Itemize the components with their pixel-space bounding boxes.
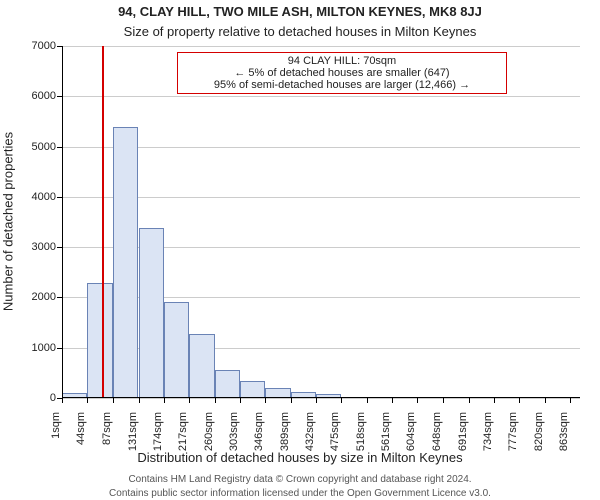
y-axis-line bbox=[62, 46, 63, 398]
xtick-mark bbox=[265, 398, 266, 403]
xtick-mark bbox=[367, 398, 368, 403]
xtick-mark bbox=[215, 398, 216, 403]
ytick-label: 0 bbox=[20, 392, 56, 404]
ytick-mark bbox=[57, 96, 62, 97]
ytick-label: 5000 bbox=[20, 141, 56, 153]
xtick-mark bbox=[443, 398, 444, 403]
histogram-bar bbox=[189, 334, 214, 398]
xtick-label: 648sqm bbox=[431, 412, 443, 452]
xtick-mark bbox=[316, 398, 317, 403]
histogram-bar bbox=[87, 283, 112, 398]
annotation-line: 94 CLAY HILL: 70sqm bbox=[182, 55, 502, 67]
xtick-label: 475sqm bbox=[329, 412, 341, 452]
xtick-label: 691sqm bbox=[457, 412, 469, 452]
reference-line bbox=[102, 46, 104, 398]
xtick-mark bbox=[417, 398, 418, 403]
ytick-mark bbox=[57, 147, 62, 148]
xtick-mark bbox=[469, 398, 470, 403]
gridline bbox=[62, 398, 580, 399]
ytick-mark bbox=[57, 297, 62, 298]
xtick-label: 217sqm bbox=[177, 412, 189, 452]
xtick-mark bbox=[341, 398, 342, 403]
xtick-label: 820sqm bbox=[533, 412, 545, 452]
xtick-mark bbox=[164, 398, 165, 403]
xtick-label: 604sqm bbox=[405, 412, 417, 452]
histogram-bar bbox=[113, 127, 138, 398]
plot-area: 94 CLAY HILL: 70sqm← 5% of detached hous… bbox=[62, 46, 580, 398]
ytick-label: 7000 bbox=[20, 40, 56, 52]
ytick-label: 4000 bbox=[20, 191, 56, 203]
xtick-label: 518sqm bbox=[355, 412, 367, 452]
xtick-mark bbox=[62, 398, 63, 403]
ytick-mark bbox=[57, 247, 62, 248]
ytick-label: 1000 bbox=[20, 342, 56, 354]
ytick-mark bbox=[57, 348, 62, 349]
xtick-mark bbox=[519, 398, 520, 403]
xtick-mark bbox=[291, 398, 292, 403]
title-sub: Size of property relative to detached ho… bbox=[0, 24, 600, 39]
histogram-bar bbox=[215, 370, 240, 398]
xtick-label: 432sqm bbox=[304, 412, 316, 452]
ytick-mark bbox=[57, 197, 62, 198]
xtick-label: 777sqm bbox=[507, 412, 519, 452]
xtick-mark bbox=[494, 398, 495, 403]
footer-line-1: Contains HM Land Registry data © Crown c… bbox=[0, 474, 600, 485]
ytick-label: 6000 bbox=[20, 90, 56, 102]
xtick-mark bbox=[545, 398, 546, 403]
xtick-mark bbox=[139, 398, 140, 403]
xtick-mark bbox=[189, 398, 190, 403]
figure: 94, CLAY HILL, TWO MILE ASH, MILTON KEYN… bbox=[0, 0, 600, 500]
xtick-label: 734sqm bbox=[482, 412, 494, 452]
x-axis-line bbox=[62, 397, 580, 398]
xtick-mark bbox=[87, 398, 88, 403]
histogram-bar bbox=[240, 381, 265, 398]
histogram-bar bbox=[139, 228, 164, 398]
xtick-label: 44sqm bbox=[75, 412, 87, 452]
xtick-label: 174sqm bbox=[152, 412, 164, 452]
title-main: 94, CLAY HILL, TWO MILE ASH, MILTON KEYN… bbox=[0, 4, 600, 19]
xtick-label: 863sqm bbox=[558, 412, 570, 452]
footer-line-2: Contains public sector information licen… bbox=[0, 488, 600, 499]
ytick-label: 3000 bbox=[20, 241, 56, 253]
histogram-bar bbox=[164, 302, 189, 398]
xtick-label: 1sqm bbox=[50, 412, 62, 452]
annotation-line: ← 5% of detached houses are smaller (647… bbox=[182, 67, 502, 79]
xtick-label: 260sqm bbox=[203, 412, 215, 452]
annotation-line: 95% of semi-detached houses are larger (… bbox=[182, 79, 502, 91]
xtick-label: 87sqm bbox=[101, 412, 113, 452]
xtick-mark bbox=[392, 398, 393, 403]
xtick-mark bbox=[570, 398, 571, 403]
x-axis-label: Distribution of detached houses by size … bbox=[0, 450, 600, 465]
ytick-mark bbox=[57, 46, 62, 47]
ytick-label: 2000 bbox=[20, 291, 56, 303]
y-axis-label: Number of detached properties bbox=[1, 46, 16, 398]
xtick-mark bbox=[113, 398, 114, 403]
xtick-label: 346sqm bbox=[253, 412, 265, 452]
gridline bbox=[62, 197, 580, 198]
annotation-box: 94 CLAY HILL: 70sqm← 5% of detached hous… bbox=[177, 52, 507, 94]
gridline bbox=[62, 96, 580, 97]
xtick-label: 131sqm bbox=[127, 412, 139, 452]
gridline bbox=[62, 46, 580, 47]
xtick-label: 389sqm bbox=[279, 412, 291, 452]
xtick-mark bbox=[240, 398, 241, 403]
gridline bbox=[62, 147, 580, 148]
xtick-label: 561sqm bbox=[380, 412, 392, 452]
xtick-label: 303sqm bbox=[228, 412, 240, 452]
